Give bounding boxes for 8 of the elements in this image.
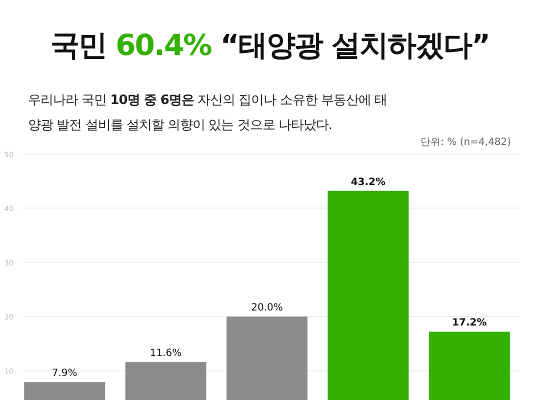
data-label: 11.6% bbox=[150, 348, 182, 360]
chart-subtitle: 우리나라 국민 10명 중 6명은 자신의 집이나 소유한 부동산에 태양광 발전 설비를 설치할 의향이 있는 것으로 나타났다. bbox=[28, 93, 388, 133]
data-label: 7.9% bbox=[52, 368, 78, 380]
chart-title: 국민 60.4% “태양광 설치하겠다” bbox=[50, 28, 490, 62]
text: 단위: % (n=4,482) bbox=[420, 137, 512, 148]
data-label: 43.2% bbox=[350, 176, 386, 188]
data-label: 20.0% bbox=[251, 302, 283, 314]
data-label: 17.2% bbox=[452, 318, 487, 329]
